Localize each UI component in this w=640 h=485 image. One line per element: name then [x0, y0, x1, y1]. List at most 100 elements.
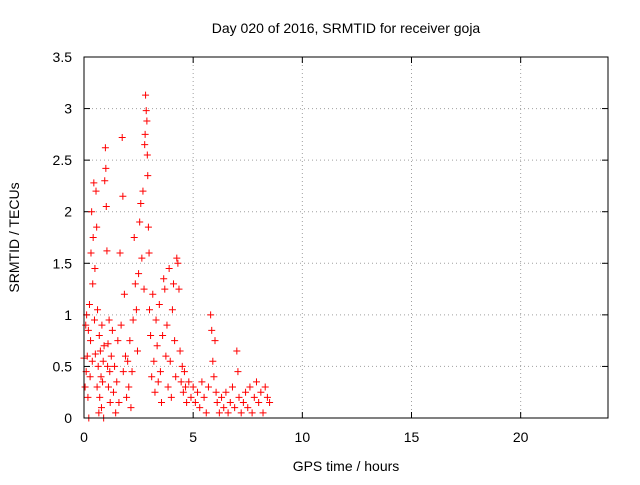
- data-point: [83, 352, 91, 360]
- data-point: [239, 399, 247, 407]
- data-point: [90, 179, 98, 187]
- data-point: [136, 218, 144, 226]
- data-point: [123, 393, 131, 401]
- data-point: [135, 270, 143, 278]
- data-point: [106, 368, 114, 376]
- data-point: [103, 247, 111, 255]
- data-point: [90, 316, 98, 324]
- y-tick-label: 1.5: [53, 255, 73, 271]
- data-point: [124, 357, 132, 365]
- data-point: [185, 378, 193, 386]
- data-point: [88, 208, 96, 216]
- data-point: [131, 280, 139, 288]
- x-tick-label: 0: [80, 429, 88, 445]
- data-point: [154, 378, 162, 386]
- y-tick-label: 0.5: [53, 358, 73, 374]
- data-point: [108, 326, 116, 334]
- data-point: [168, 306, 176, 314]
- y-axis-label: SRMTID / TECUs: [6, 182, 22, 292]
- data-point: [224, 409, 232, 417]
- data-point: [210, 373, 218, 381]
- data-point: [95, 331, 103, 339]
- data-point: [182, 383, 190, 391]
- axis-ticks: [83, 56, 608, 419]
- data-point: [246, 383, 254, 391]
- data-point: [115, 399, 123, 407]
- data-point: [148, 373, 156, 381]
- data-point: [180, 368, 188, 376]
- data-point: [172, 373, 180, 381]
- plot-frame: [83, 56, 609, 419]
- data-point: [94, 362, 102, 370]
- data-point: [163, 321, 171, 329]
- data-point: [107, 352, 115, 360]
- data-point: [97, 404, 105, 412]
- data-point: [160, 275, 168, 283]
- data-point: [252, 378, 260, 386]
- data-point: [143, 117, 151, 125]
- data-point: [86, 373, 94, 381]
- data-point: [146, 306, 153, 314]
- data-point: [213, 399, 221, 407]
- data-point: [81, 383, 89, 391]
- data-point: [196, 404, 204, 412]
- data-point: [151, 388, 159, 396]
- data-point: [142, 107, 150, 115]
- y-tick-label: 3.5: [53, 49, 73, 65]
- data-point: [116, 249, 124, 257]
- data-point: [140, 285, 148, 293]
- data-point: [209, 357, 217, 365]
- data-point: [179, 388, 187, 396]
- data-point: [174, 259, 182, 267]
- chart-title: Day 020 of 2016, SRMTID for receiver goj…: [212, 20, 481, 36]
- data-point: [162, 352, 170, 360]
- data-point: [159, 331, 167, 339]
- data-point: [120, 290, 128, 298]
- y-tick-label: 1: [64, 307, 72, 323]
- x-tick-label: 15: [404, 429, 420, 445]
- data-point: [143, 151, 151, 159]
- data-point: [263, 393, 271, 401]
- data-point: [233, 347, 241, 355]
- data-point: [102, 203, 110, 211]
- data-point: [99, 378, 107, 386]
- data-point: [94, 306, 102, 314]
- data-point: [89, 234, 97, 241]
- x-tick-label: 10: [295, 429, 311, 445]
- data-point: [259, 409, 267, 417]
- data-point: [255, 399, 263, 407]
- data-point: [141, 130, 149, 138]
- data-point: [91, 350, 99, 358]
- data-point: [220, 404, 228, 412]
- data-point: [178, 362, 186, 370]
- data-point: [106, 399, 114, 407]
- data-point: [257, 388, 265, 396]
- data-point: [85, 301, 93, 309]
- data-point: [250, 393, 258, 401]
- data-point: [231, 404, 239, 412]
- data-point: [92, 187, 100, 195]
- data-point: [176, 347, 184, 355]
- data-point: [118, 133, 126, 141]
- data-point: [156, 368, 164, 376]
- data-point: [101, 177, 109, 185]
- data-point: [242, 388, 250, 396]
- x-tick-label: 20: [513, 429, 529, 445]
- grid: [84, 57, 608, 418]
- data-point: [144, 223, 152, 231]
- data-point: [208, 326, 216, 334]
- data-point: [127, 404, 135, 412]
- data-point: [237, 409, 245, 417]
- data-point: [109, 388, 117, 396]
- data-point: [200, 393, 208, 401]
- data-point: [266, 399, 274, 407]
- data-point: [105, 316, 113, 324]
- data-point: [100, 342, 108, 350]
- data-point: [104, 340, 112, 348]
- data-point: [128, 368, 136, 376]
- data-point: [226, 399, 234, 407]
- data-point: [207, 311, 215, 319]
- data-point: [222, 388, 230, 396]
